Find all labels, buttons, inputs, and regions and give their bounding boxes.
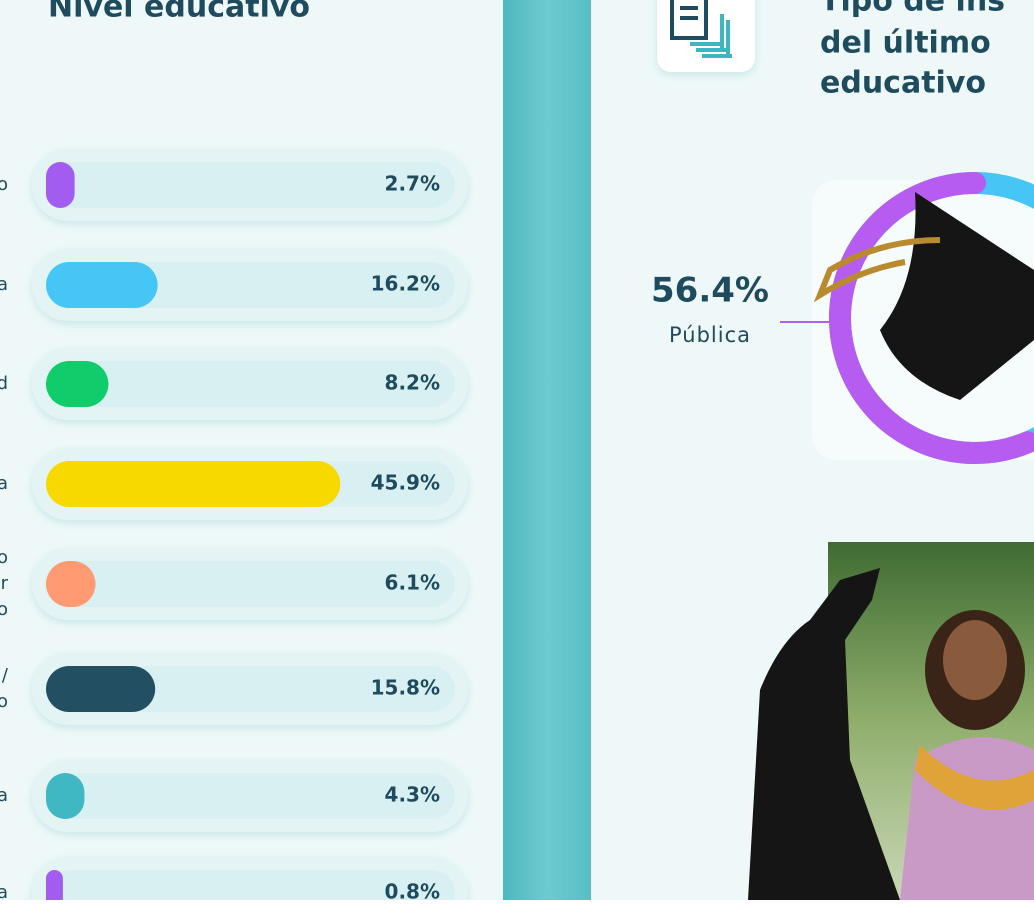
bar — [46, 162, 75, 208]
value-label: 0.8% — [385, 880, 440, 901]
right-title-line: del último — [820, 26, 991, 61]
value-label: 6.1% — [385, 571, 440, 595]
value-label: 8.2% — [385, 371, 440, 395]
bar — [46, 773, 84, 819]
page: Nivel educativo Tipo de ins del último e… — [0, 0, 1034, 900]
bar — [46, 870, 63, 900]
right-title-line: educativo — [820, 66, 986, 101]
category-label: a — [0, 785, 8, 806]
donut-value-label: 56.4% — [651, 271, 769, 311]
category-label: a — [0, 274, 8, 295]
right-title-line: Tipo de ins — [820, 0, 1005, 19]
value-label: 15.8% — [371, 676, 440, 700]
bar — [46, 461, 340, 507]
left-title: Nivel educativo — [48, 0, 310, 25]
divider-strip — [503, 0, 591, 900]
value-label: 2.7% — [385, 172, 440, 196]
category-label: a — [0, 882, 8, 900]
bar — [46, 262, 158, 308]
bar — [46, 666, 155, 712]
donut-category-label: Pública — [669, 323, 751, 347]
category-label: o — [0, 174, 8, 195]
bar — [46, 561, 96, 607]
category-label: a — [0, 473, 8, 494]
bar — [46, 361, 108, 407]
value-label: 4.3% — [385, 783, 440, 807]
value-label: 16.2% — [371, 272, 440, 296]
category-label: d — [0, 373, 8, 394]
icon — [657, 0, 755, 72]
value-label: 45.9% — [371, 471, 440, 495]
